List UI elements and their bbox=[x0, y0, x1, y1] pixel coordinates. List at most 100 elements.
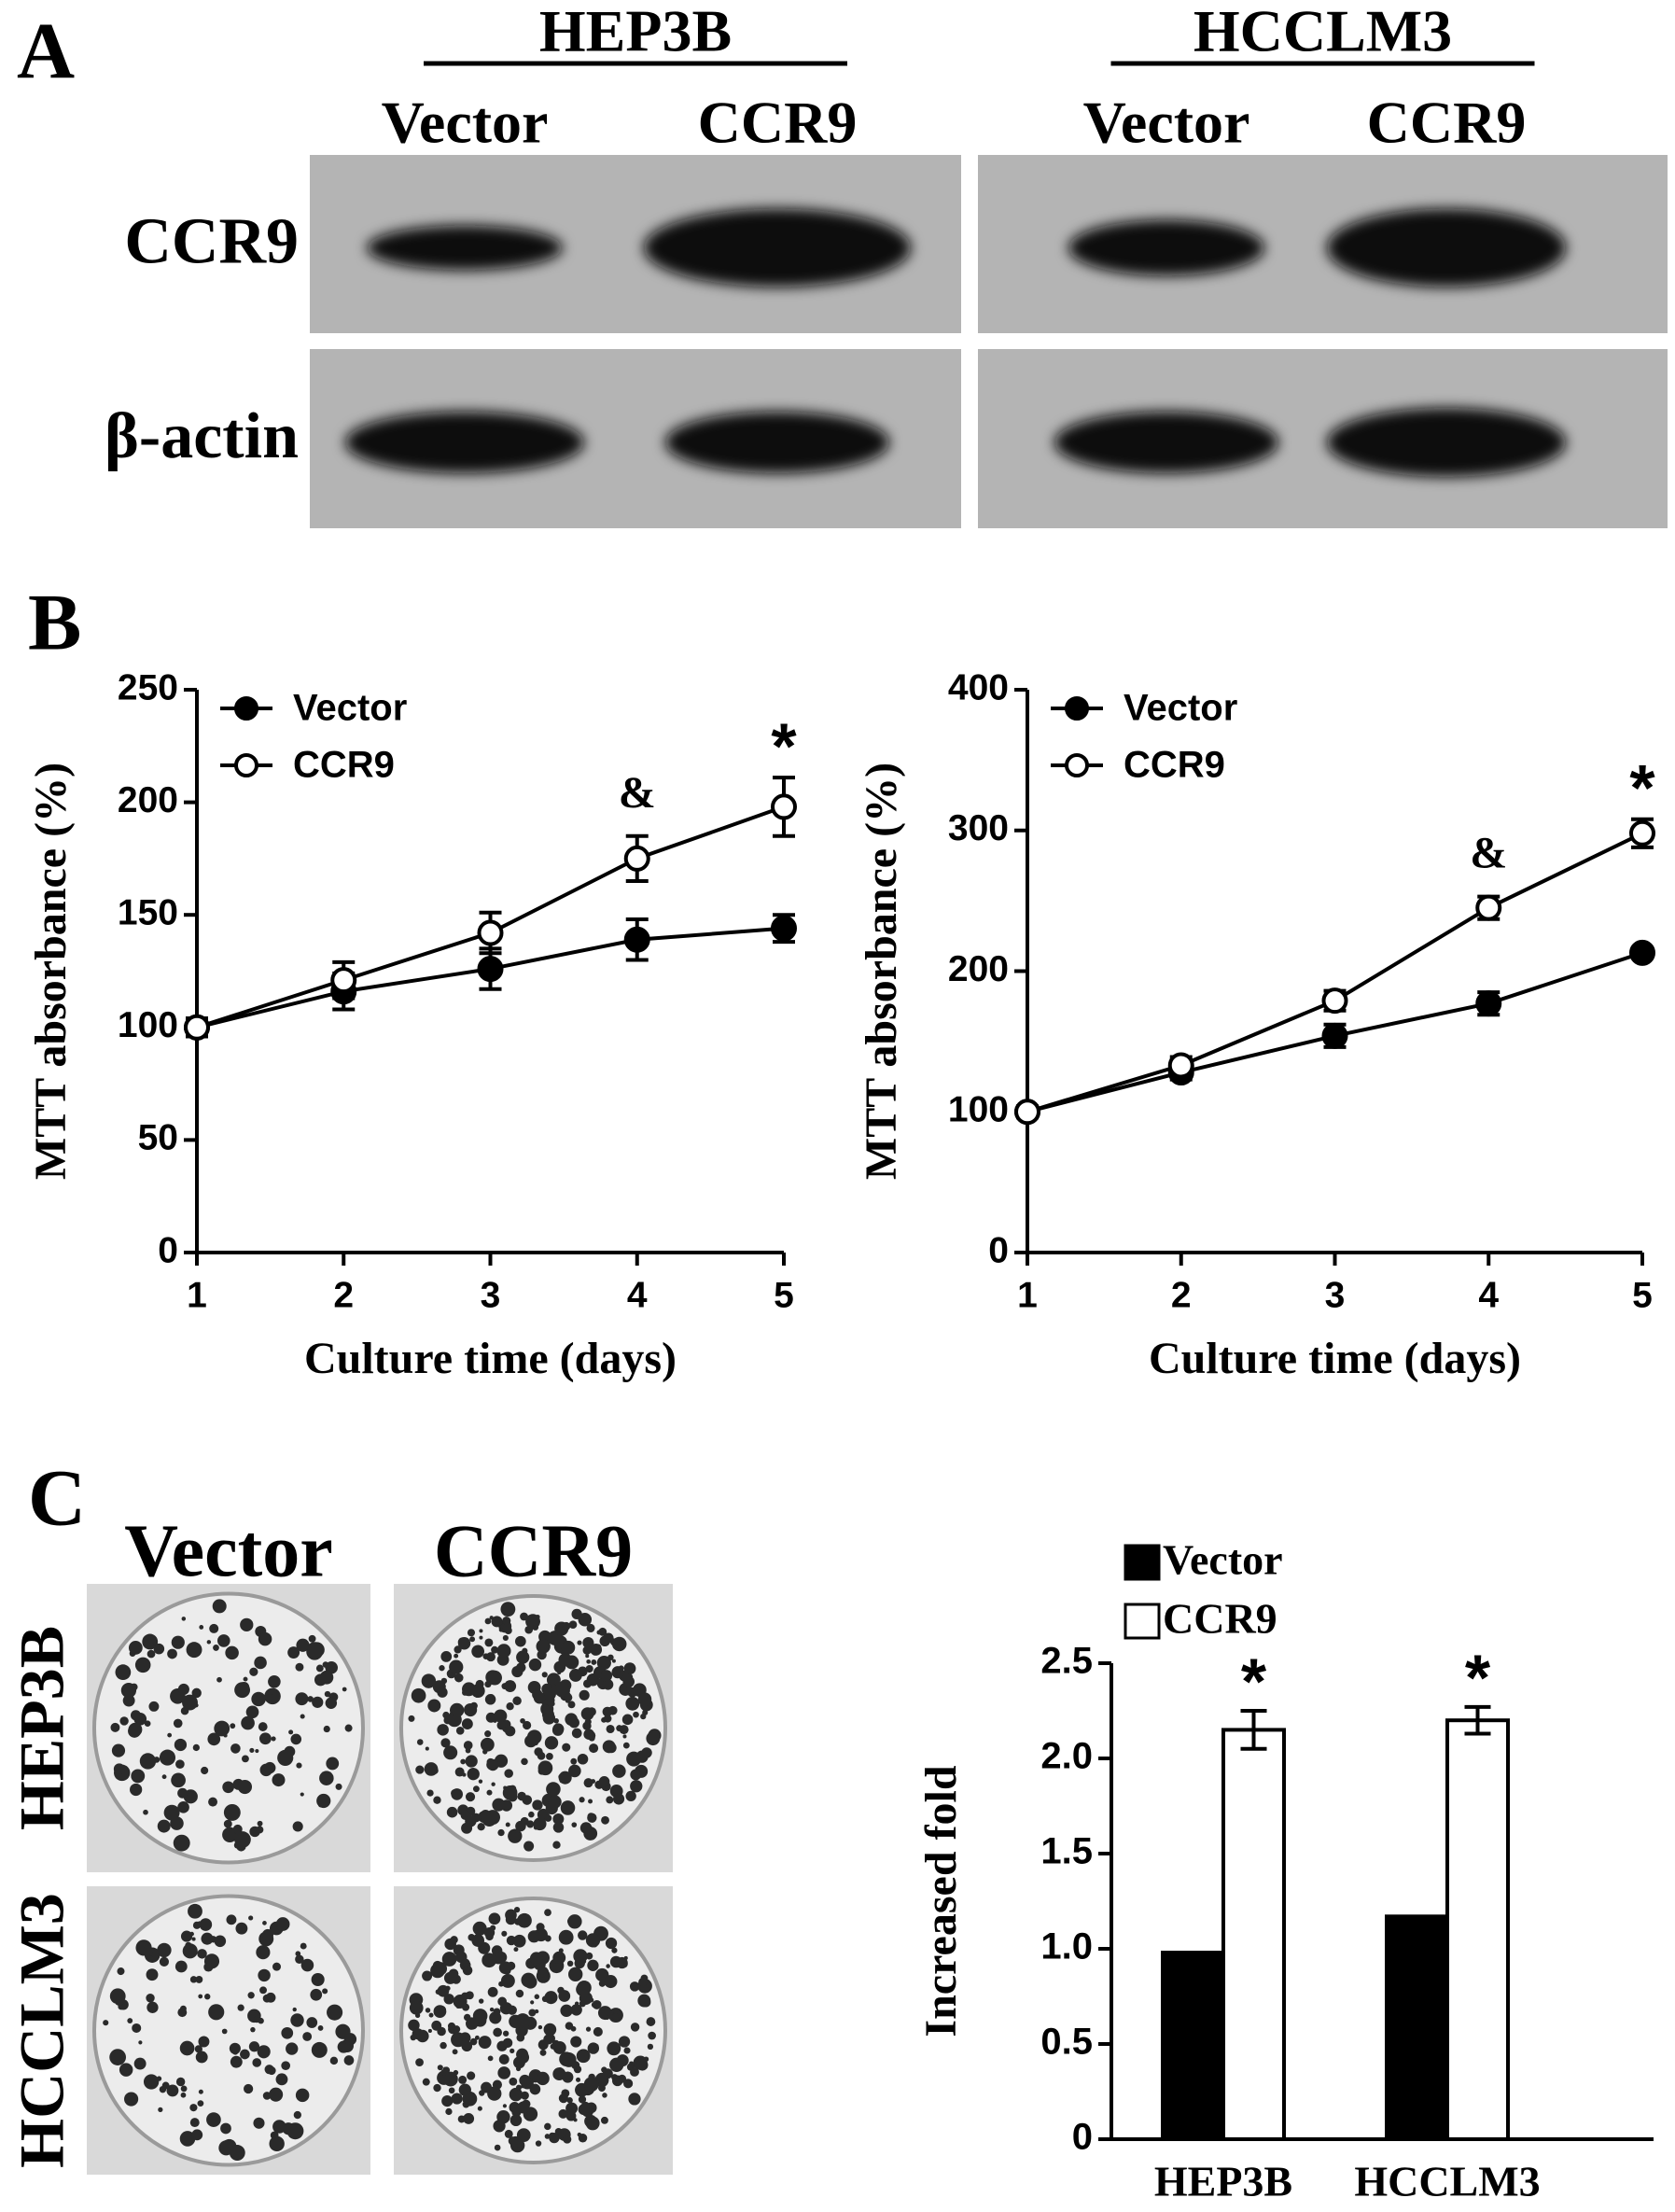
colony bbox=[308, 1634, 316, 1643]
colony bbox=[536, 1639, 551, 1654]
colony bbox=[542, 1712, 556, 1725]
colony bbox=[257, 2045, 271, 2059]
colony bbox=[579, 1689, 590, 1701]
colony bbox=[468, 1934, 476, 1941]
colony bbox=[258, 1631, 272, 1646]
colony bbox=[498, 1627, 504, 1632]
colony bbox=[237, 2004, 244, 2011]
band bbox=[1054, 412, 1278, 473]
colony bbox=[593, 1942, 598, 1948]
colony bbox=[536, 2071, 550, 2086]
annotation: * bbox=[1629, 751, 1655, 824]
colony bbox=[623, 2047, 631, 2054]
colony bbox=[521, 1757, 528, 1766]
x-tick-label: 1 bbox=[1017, 1275, 1038, 1315]
colony bbox=[568, 1967, 583, 1982]
colony bbox=[189, 2104, 198, 2112]
colony bbox=[230, 1723, 236, 1729]
colony bbox=[585, 2116, 600, 2131]
colony bbox=[628, 2093, 641, 2106]
colony bbox=[521, 1972, 537, 1988]
colony bbox=[646, 2017, 656, 2026]
colony bbox=[414, 2012, 421, 2019]
colony bbox=[598, 1980, 606, 1987]
colony bbox=[479, 1629, 483, 1633]
colony bbox=[611, 2012, 620, 2021]
colony bbox=[240, 1617, 254, 1631]
colony bbox=[591, 1779, 596, 1785]
colony bbox=[422, 2078, 430, 2086]
colony bbox=[130, 1683, 138, 1691]
colony bbox=[568, 1717, 579, 1729]
colony bbox=[287, 1646, 300, 1659]
colony bbox=[234, 1682, 251, 1699]
colony bbox=[157, 1942, 172, 1958]
colony bbox=[642, 1709, 649, 1716]
data-point bbox=[1475, 894, 1502, 921]
colony bbox=[119, 2063, 133, 2077]
bar bbox=[1161, 1951, 1225, 2142]
data-point bbox=[1629, 819, 1655, 847]
colony bbox=[611, 1636, 627, 1652]
colony bbox=[281, 2026, 294, 2039]
colony bbox=[582, 1679, 592, 1688]
y-tick-label: 250 bbox=[118, 667, 178, 707]
data-point bbox=[1475, 990, 1502, 1017]
colony bbox=[221, 2028, 228, 2035]
colony bbox=[189, 2118, 200, 2128]
colony bbox=[619, 1725, 629, 1735]
colony bbox=[494, 1709, 508, 1723]
colony bbox=[536, 1968, 551, 1983]
colony bbox=[546, 1782, 561, 1797]
colony bbox=[175, 2077, 186, 2087]
colony bbox=[640, 1996, 651, 2008]
colony bbox=[485, 1712, 496, 1723]
colony bbox=[163, 1804, 180, 1821]
colony bbox=[207, 1732, 221, 1746]
colony bbox=[259, 1986, 267, 1995]
data-point bbox=[623, 845, 650, 872]
y-tick-label: 200 bbox=[118, 780, 178, 820]
legend-marker bbox=[234, 753, 258, 777]
colony bbox=[502, 2037, 513, 2049]
y-axis-title: MTT absorbance (%) bbox=[857, 763, 906, 1180]
data-point bbox=[330, 967, 357, 994]
colony bbox=[255, 1748, 259, 1754]
colony bbox=[576, 2077, 581, 2082]
colony bbox=[225, 1645, 239, 1660]
band bbox=[665, 412, 889, 473]
colony bbox=[633, 1711, 639, 1718]
colony bbox=[290, 1733, 302, 1745]
colony bbox=[159, 1956, 170, 1967]
colony bbox=[317, 2025, 324, 2031]
colony bbox=[416, 1739, 424, 1745]
colony bbox=[534, 2009, 539, 2014]
colony bbox=[146, 1994, 155, 2003]
colony bbox=[198, 2089, 203, 2094]
colony bbox=[611, 1947, 618, 1953]
colony bbox=[195, 1976, 203, 1983]
colony bbox=[469, 2037, 478, 2046]
colony bbox=[195, 2051, 208, 2064]
colony bbox=[194, 2045, 202, 2053]
colony bbox=[515, 2084, 523, 2091]
colony bbox=[532, 1624, 539, 1631]
colony bbox=[143, 2074, 160, 2090]
colony bbox=[630, 1780, 643, 1793]
colony bbox=[143, 1809, 148, 1815]
colony bbox=[591, 1659, 597, 1665]
colony bbox=[288, 1729, 294, 1735]
colony bbox=[506, 1935, 517, 1946]
colony bbox=[463, 1741, 473, 1750]
colony bbox=[275, 2073, 288, 2086]
colony bbox=[551, 1724, 564, 1736]
colony bbox=[478, 1779, 483, 1784]
colony bbox=[623, 1662, 636, 1675]
colony bbox=[546, 1673, 561, 1687]
colony bbox=[516, 1650, 530, 1664]
colony bbox=[606, 1724, 615, 1734]
colony bbox=[467, 1629, 476, 1637]
colony bbox=[472, 1785, 480, 1793]
colony bbox=[232, 2049, 239, 2055]
colony bbox=[431, 2020, 442, 2031]
